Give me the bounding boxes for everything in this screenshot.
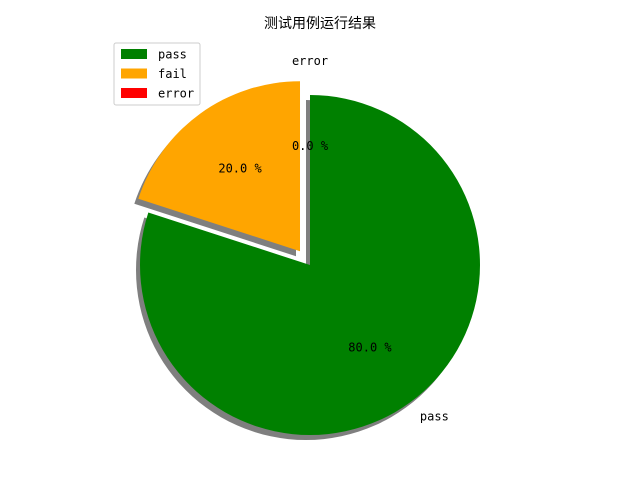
legend-entry-fail: fail: [121, 67, 187, 81]
legend-swatch-fail: [121, 68, 147, 79]
legend: pass fail error: [113, 42, 201, 106]
label-error: error: [292, 54, 328, 68]
pct-label-pass: 80.0 %: [348, 341, 392, 355]
slice-pass: [139, 95, 480, 435]
legend-label-error: error: [158, 87, 194, 101]
legend-entry-error: error: [121, 87, 194, 101]
label-pass: pass: [420, 409, 449, 423]
legend-label-pass: pass: [158, 48, 187, 62]
chart-title: 测试用例运行结果: [264, 16, 376, 32]
pie-slices: [138, 81, 480, 435]
slice-fail: [138, 81, 301, 252]
legend-swatch-pass: [121, 49, 147, 59]
legend-entry-pass: pass: [121, 48, 187, 62]
pct-label-error: 0.0 %: [292, 139, 329, 153]
pct-label-fail: 20.0 %: [218, 162, 262, 176]
legend-label-fail: fail: [158, 67, 187, 81]
legend-swatch-error: [121, 88, 147, 98]
